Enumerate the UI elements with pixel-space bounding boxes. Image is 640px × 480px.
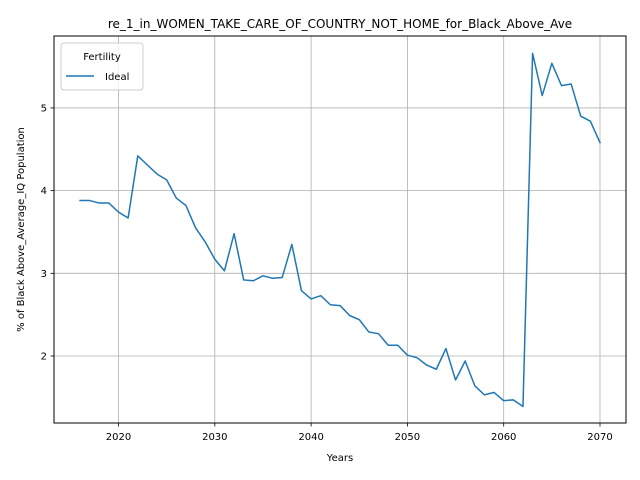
legend-title: Fertility xyxy=(83,52,121,63)
y-axis: 2 3 4 5 xyxy=(41,103,54,363)
y-tick-label: 3 xyxy=(41,269,47,280)
x-tick-label: 2070 xyxy=(587,432,612,443)
x-tick-label: 2040 xyxy=(298,432,323,443)
series-line-ideal xyxy=(79,52,601,408)
legend: Fertility Ideal xyxy=(60,42,144,91)
chart-title: re_1_in_WOMEN_TAKE_CARE_OF_COUNTRY_NOT_H… xyxy=(108,17,572,31)
x-tick-label: 2060 xyxy=(491,432,516,443)
x-axis-label: Years xyxy=(326,453,353,464)
legend-label-ideal: Ideal xyxy=(105,72,129,83)
x-tick-label: 2020 xyxy=(106,432,131,443)
y-tick-label: 5 xyxy=(41,103,47,114)
y-tick-label: 2 xyxy=(41,352,47,363)
y-axis-label: % of Black Above_Average_IQ Population xyxy=(16,127,27,332)
legend-box xyxy=(60,42,144,91)
plot-frame xyxy=(53,35,627,424)
x-tick-label: 2030 xyxy=(202,432,227,443)
series-layer xyxy=(79,52,601,408)
x-tick-label: 2050 xyxy=(395,432,420,443)
x-axis: 2020 2030 2040 2050 2060 2070 xyxy=(106,423,613,443)
y-tick-label: 4 xyxy=(41,186,47,197)
